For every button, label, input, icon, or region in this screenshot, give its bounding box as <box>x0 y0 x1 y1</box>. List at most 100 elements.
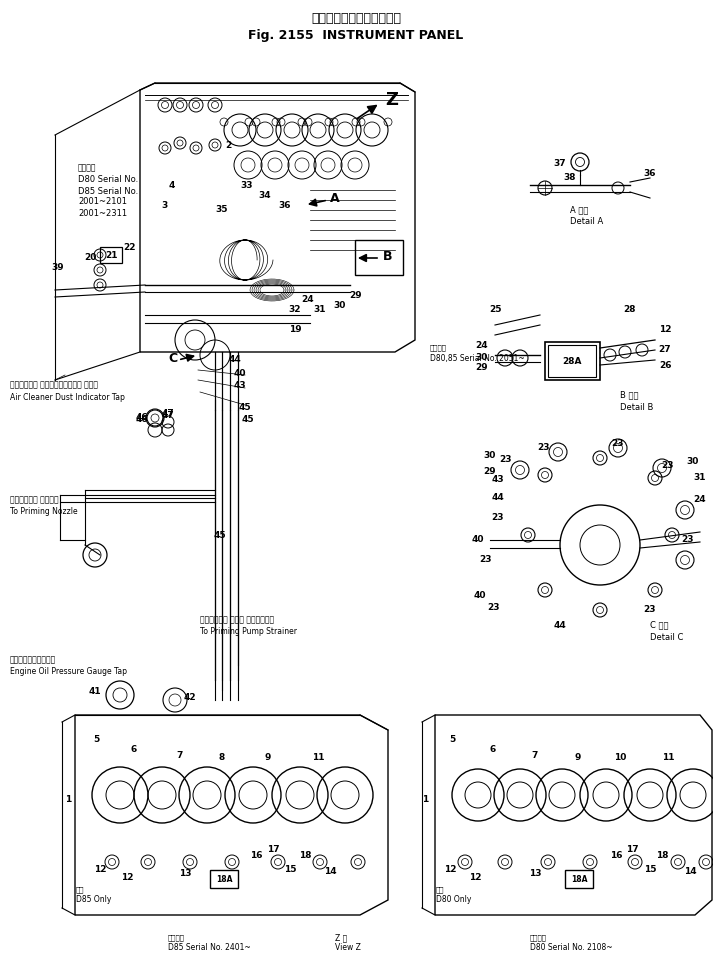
Text: D85 Serial No. 2401~: D85 Serial No. 2401~ <box>168 944 251 952</box>
Text: 37: 37 <box>554 158 566 168</box>
Text: 36: 36 <box>644 169 656 178</box>
Text: プライミング ポンプ ストレーナへ: プライミング ポンプ ストレーナへ <box>200 616 274 624</box>
Text: 9: 9 <box>575 753 581 761</box>
Text: D80 Only: D80 Only <box>436 896 471 904</box>
Text: 23: 23 <box>478 556 491 565</box>
Text: 41: 41 <box>88 687 101 697</box>
Text: 15: 15 <box>644 866 656 874</box>
Text: 45: 45 <box>214 531 226 539</box>
Bar <box>548 345 596 377</box>
Text: 29: 29 <box>476 364 488 372</box>
Text: 7: 7 <box>532 751 538 759</box>
Text: 18: 18 <box>299 850 312 860</box>
Text: 27: 27 <box>659 345 672 354</box>
Text: Detail B: Detail B <box>620 402 653 411</box>
Text: 5: 5 <box>449 735 455 745</box>
Bar <box>355 240 403 275</box>
Text: 43: 43 <box>234 380 246 390</box>
Text: 46: 46 <box>135 413 148 423</box>
Text: 14: 14 <box>684 868 697 876</box>
Text: 44: 44 <box>229 355 242 365</box>
Text: 40: 40 <box>473 591 486 599</box>
Text: 6: 6 <box>490 746 496 755</box>
Text: 42: 42 <box>184 693 196 702</box>
Text: D85 Only: D85 Only <box>76 896 111 904</box>
Text: C: C <box>168 351 178 365</box>
Text: 33: 33 <box>241 180 253 189</box>
Text: 8: 8 <box>219 753 225 761</box>
Text: 23: 23 <box>612 439 625 449</box>
Bar <box>545 342 600 380</box>
Text: Engine Oil Pressure Gauge Tap: Engine Oil Pressure Gauge Tap <box>10 667 127 676</box>
Text: Detail A: Detail A <box>570 217 603 227</box>
Text: 28: 28 <box>624 306 636 315</box>
Text: 31: 31 <box>694 474 707 482</box>
Text: 23: 23 <box>662 460 674 470</box>
Text: 12: 12 <box>659 325 671 335</box>
Bar <box>210 870 238 888</box>
Text: 9: 9 <box>265 754 271 762</box>
Text: エンジン油圧計取出口: エンジン油圧計取出口 <box>10 655 56 665</box>
Text: A: A <box>330 191 340 205</box>
Text: To Priming Pump Strainer: To Priming Pump Strainer <box>200 627 297 637</box>
Text: 適用号機: 適用号機 <box>168 935 185 941</box>
Text: 29: 29 <box>483 467 496 477</box>
Text: Fig. 2155  INSTRUMENT PANEL: Fig. 2155 INSTRUMENT PANEL <box>248 29 463 41</box>
Text: 36: 36 <box>279 201 291 209</box>
Text: Z 視: Z 視 <box>335 933 347 943</box>
Text: プライミング ノズルへ: プライミング ノズルへ <box>10 495 58 505</box>
Text: 23: 23 <box>492 513 504 522</box>
Text: 44: 44 <box>553 620 566 629</box>
Text: 18: 18 <box>656 850 668 860</box>
Text: 32: 32 <box>289 306 302 315</box>
Text: 40: 40 <box>472 536 484 544</box>
Text: 23: 23 <box>682 536 694 544</box>
Text: 23: 23 <box>487 603 499 613</box>
Text: 30: 30 <box>484 451 496 459</box>
Text: 23: 23 <box>499 455 511 464</box>
Text: 2001~2311: 2001~2311 <box>78 208 127 217</box>
Text: 17: 17 <box>267 845 279 854</box>
Text: 43: 43 <box>492 476 504 484</box>
Text: 16: 16 <box>610 850 622 860</box>
Text: 7: 7 <box>177 751 183 759</box>
Text: 25: 25 <box>488 306 501 315</box>
Text: 11: 11 <box>312 754 324 762</box>
Text: 28A: 28A <box>563 356 582 366</box>
Text: 24: 24 <box>302 295 314 305</box>
Text: 適用号機: 適用号機 <box>78 163 96 173</box>
Text: 専用: 専用 <box>436 887 444 894</box>
Text: 12: 12 <box>93 866 106 874</box>
Text: 3: 3 <box>161 201 167 209</box>
Text: 19: 19 <box>289 325 302 335</box>
Text: 40: 40 <box>234 369 246 377</box>
Text: 2001~2101: 2001~2101 <box>78 198 127 207</box>
Text: 39: 39 <box>51 263 64 272</box>
Text: 20: 20 <box>84 253 96 262</box>
Text: D80 Serial No. 2108~: D80 Serial No. 2108~ <box>530 944 612 952</box>
Text: Air Cleaner Dust Indicator Tap: Air Cleaner Dust Indicator Tap <box>10 393 125 401</box>
Text: 18A: 18A <box>216 874 232 884</box>
Text: B 詳細: B 詳細 <box>620 391 639 400</box>
Text: 21: 21 <box>105 251 117 260</box>
Text: 1: 1 <box>422 795 428 805</box>
Text: 専用: 専用 <box>76 887 85 894</box>
Text: 31: 31 <box>314 306 327 315</box>
Text: 29: 29 <box>349 290 362 299</box>
Text: 44: 44 <box>492 493 504 503</box>
Text: 30: 30 <box>334 300 347 310</box>
Text: 4: 4 <box>169 180 175 189</box>
Text: 30: 30 <box>476 353 488 363</box>
Text: D85 Serial No.: D85 Serial No. <box>78 186 138 196</box>
Text: Detail C: Detail C <box>650 632 683 642</box>
Text: 10: 10 <box>614 753 626 761</box>
Text: 18A: 18A <box>570 874 588 884</box>
Text: 6: 6 <box>131 746 137 755</box>
Text: 26: 26 <box>659 361 671 370</box>
Bar <box>100 247 122 263</box>
Text: 適用号機: 適用号機 <box>430 345 447 351</box>
Text: 46: 46 <box>135 416 148 425</box>
Text: 35: 35 <box>216 206 228 214</box>
Text: 47: 47 <box>162 410 175 420</box>
Text: 12: 12 <box>443 866 456 874</box>
